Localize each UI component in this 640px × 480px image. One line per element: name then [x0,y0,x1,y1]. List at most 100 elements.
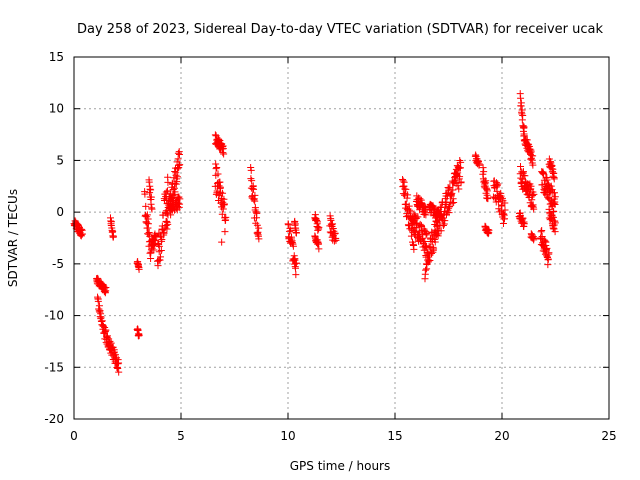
y-axis-label: SDTVAR / TECUs [6,189,20,287]
data-point [102,326,110,334]
data-point [520,130,528,138]
data-point [154,239,162,247]
data-point [543,176,551,184]
data-point [173,178,181,186]
data-point [480,168,488,176]
data-point [521,172,529,180]
data-point [212,165,220,173]
data-point [215,190,223,198]
data-point [540,170,548,178]
data-point [221,228,229,236]
data-point [144,220,152,228]
data-point [406,225,414,233]
data-point [150,231,158,239]
data-point [549,165,557,173]
data-point [171,188,179,196]
data-point [250,185,258,193]
data-point [163,217,171,225]
data-point [455,164,463,172]
data-point [102,284,110,292]
data-point [399,177,407,185]
data-point [147,255,155,263]
data-point [545,205,553,213]
data-point [162,188,170,196]
data-point [292,264,300,272]
data-point [142,202,150,210]
data-point [550,189,558,197]
data-point [428,249,436,257]
x-tick-label: 0 [70,429,78,443]
data-point [255,235,263,243]
data-point [493,181,501,189]
data-point [517,99,525,107]
axis-ticks: 0 5 10 15 20 25 -20 -15 -10 -5 0 5 10 15 [44,50,616,443]
data-point [292,271,300,279]
y-tick-label: -20 [44,412,64,426]
data-point [253,221,261,229]
data-point [529,161,537,169]
data-point [253,209,261,217]
x-tick-label: 10 [280,429,295,443]
data-point [441,217,449,225]
data-point [215,136,223,144]
data-point [284,221,292,229]
data-point [402,200,410,208]
data-point [538,181,546,189]
data-point [498,201,506,209]
data-point [520,220,528,228]
data-point [494,180,502,188]
data-point [543,244,551,252]
data-point [529,152,537,160]
data-point [292,259,300,267]
data-point [313,217,321,225]
data-point [176,195,184,203]
data-point [551,193,559,201]
data-point [454,169,462,177]
data-point [289,242,297,250]
data-point [538,227,546,235]
data-point [251,204,259,212]
data-point [288,239,296,247]
y-tick-label: -10 [44,309,64,323]
data-point [548,162,556,170]
data-point [218,238,226,246]
data-point [448,199,456,207]
data-point [537,228,545,236]
data-point [292,229,300,237]
data-point [326,228,334,236]
data-point [519,111,527,119]
data-point [220,150,228,158]
data-point [547,182,555,190]
data-point [315,245,323,253]
data-point [422,211,430,219]
data-point [255,224,263,232]
data-point [172,171,180,179]
x-tick-label: 20 [494,429,509,443]
data-point [457,178,465,186]
data-point [483,187,491,195]
data-point [448,189,456,197]
data-point [175,150,183,158]
data-point [332,236,340,244]
data-point [329,220,337,228]
plot-frame [73,56,610,420]
data-point [457,158,465,166]
data-point [433,231,441,239]
data-point [146,185,154,193]
data-point [247,163,255,171]
data-point [530,235,538,243]
data-point [549,213,557,221]
data-point [211,131,219,139]
data-point [143,211,151,219]
data-point [545,249,553,257]
data-point [431,238,439,246]
data-point [163,187,171,195]
data-point [449,186,457,194]
chart-title: Day 258 of 2023, Sidereal Day-to-day VTE… [77,22,603,37]
data-point [550,175,558,183]
data-point [291,256,299,264]
data-point [107,218,115,226]
x-tick-label: 5 [177,429,185,443]
data-points [70,90,559,376]
